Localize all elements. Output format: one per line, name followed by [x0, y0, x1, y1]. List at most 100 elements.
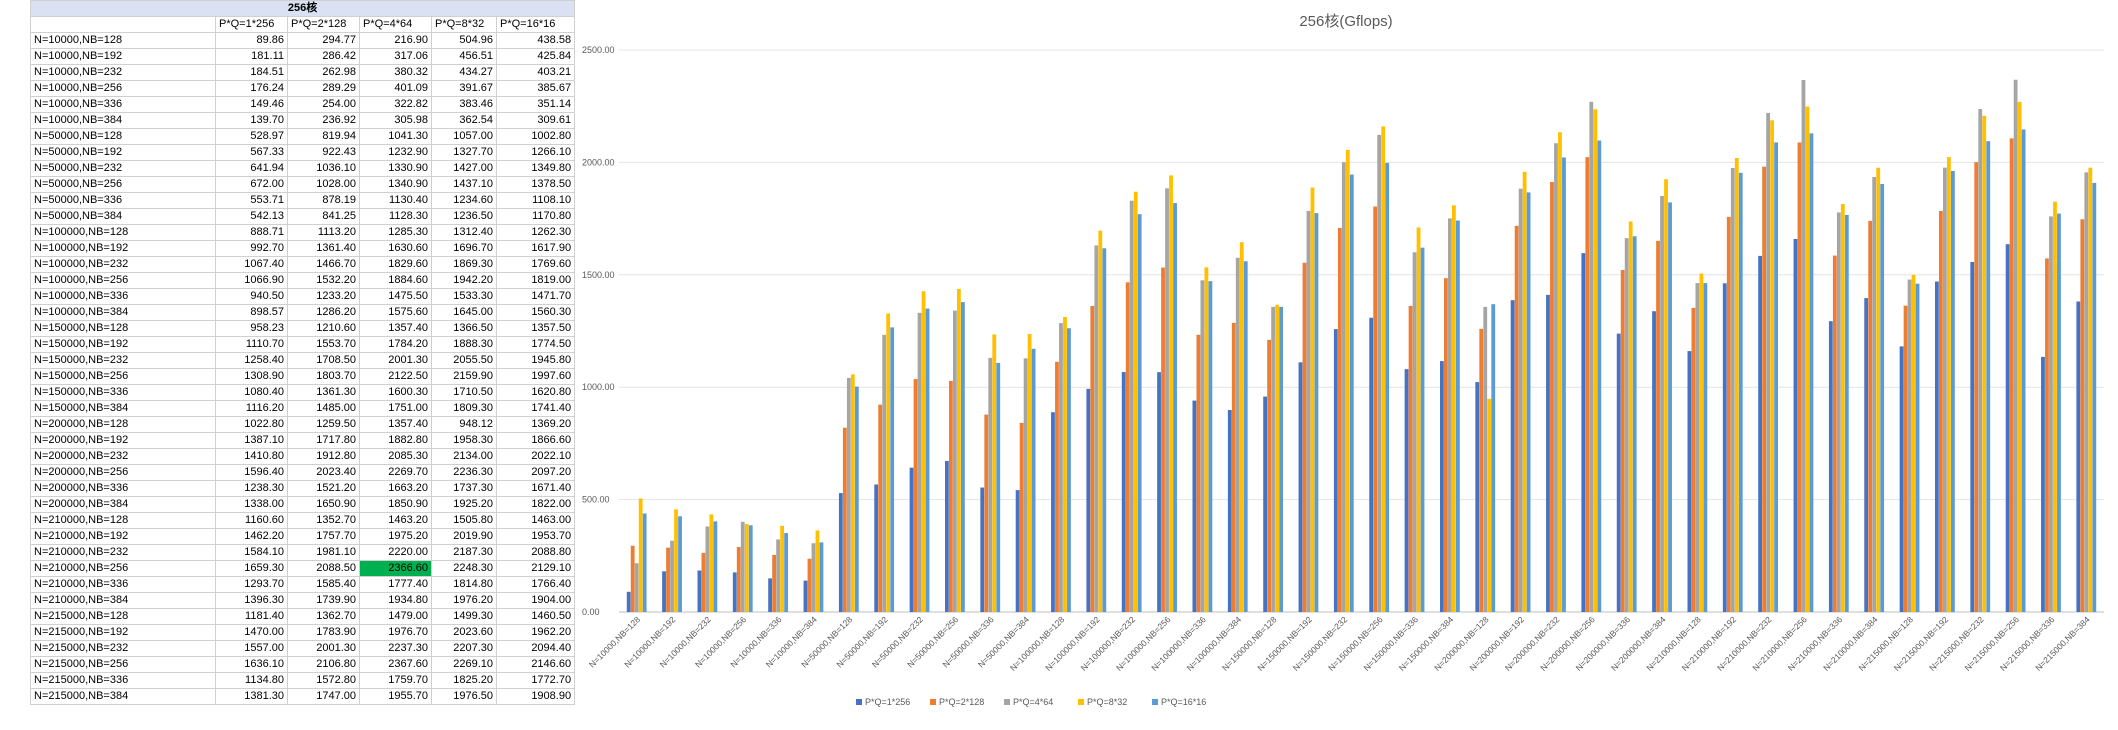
row-label: N=50000,NB=336: [30, 192, 216, 209]
bar: [1982, 115, 1987, 613]
legend: P*Q=1*256 P*Q=2*128 P*Q=4*64 P*Q=8*32 P*Q=16…: [856, 697, 1206, 707]
table-cell: 1572.80: [287, 672, 360, 689]
table-row: N=100000,NB=192 992.70 1361.40 1630.60 1696.…: [30, 240, 576, 257]
row-label: N=50000,NB=256: [30, 176, 216, 193]
bar: [1616, 333, 1621, 612]
table-cell: 1361.30: [287, 384, 360, 401]
table-cell: 2085.30: [359, 448, 432, 465]
bar: [768, 578, 773, 612]
table-cell: 2088.50: [287, 560, 360, 577]
table-cell: 1976.20: [431, 592, 497, 609]
table-cell: 922.43: [287, 144, 360, 161]
bar: [1872, 177, 1877, 612]
bar: [1664, 179, 1668, 612]
bar: [776, 539, 781, 612]
table-cell: 1575.60: [359, 304, 432, 321]
bar: [1165, 188, 1169, 612]
table-row: N=150000,NB=128 958.23 1210.60 1357.40 1366.…: [30, 320, 576, 337]
table-cell: 351.14: [495, 96, 576, 113]
bar: [1133, 191, 1138, 612]
bar: [1173, 203, 1177, 612]
bar: [1660, 195, 1664, 613]
table-cell: 1766.40: [495, 576, 576, 593]
bar: [1263, 396, 1268, 612]
table-cell: 176.24: [215, 80, 288, 97]
table-cell: 1803.70: [287, 368, 360, 385]
table-cell: 236.92: [287, 112, 360, 129]
bar: [1836, 212, 1841, 612]
table-cell: 1600.30: [359, 384, 432, 401]
column-header: P*Q=2*128: [287, 16, 360, 33]
bar: [1377, 134, 1382, 613]
bar: [1652, 311, 1656, 612]
bar: [917, 312, 922, 612]
row-label: N=215000,NB=256: [30, 656, 216, 673]
bar: [1267, 339, 1272, 612]
bar: [784, 533, 789, 612]
table-cell: 1232.90: [359, 144, 432, 161]
table-cell: 362.54: [431, 112, 497, 129]
table-cell: 89.86: [215, 32, 288, 49]
table-cell: 1717.80: [287, 432, 360, 449]
bar: [1730, 167, 1735, 613]
bars: [626, 79, 2097, 613]
data-table-body: 256核 P*Q=1*256 P*Q=2*128 P*Q=4*64 P*Q=8*…: [29, 0, 576, 705]
table-cell: 309.61: [495, 112, 576, 129]
table-cell: 1888.30: [431, 336, 497, 353]
y-tick-label: 2000.00: [582, 157, 615, 167]
bar: [838, 493, 843, 612]
table-title: 256核: [29, 0, 576, 17]
table-cell: 1976.50: [431, 688, 497, 705]
table-cell: 1645.00: [431, 304, 497, 321]
table-cell: 888.71: [215, 224, 288, 241]
bar: [2013, 79, 2018, 612]
table-cell: 1286.20: [287, 304, 360, 321]
table-cell: 672.00: [215, 176, 288, 193]
bar: [956, 288, 961, 612]
table-cell: 1285.30: [359, 224, 432, 241]
bar: [815, 530, 820, 612]
bar: [1067, 328, 1071, 612]
table-cell: 1258.40: [215, 352, 288, 369]
bar: [807, 558, 812, 612]
table-cell: 2236.30: [431, 464, 497, 481]
table-cell: 289.29: [287, 80, 360, 97]
bar: [1086, 388, 1091, 612]
table-cell: 2023.60: [431, 624, 497, 641]
bar: [1487, 398, 1492, 612]
bar: [984, 414, 989, 612]
table-cell: 1116.20: [215, 400, 288, 417]
table-cell: 1327.70: [431, 144, 497, 161]
bar: [1200, 280, 1205, 612]
bar: [1774, 142, 1779, 612]
bar: [890, 327, 895, 612]
row-label: N=200000,NB=336: [30, 480, 216, 497]
table-row: N=50000,NB=128 528.97 819.94 1041.30 1057.00…: [30, 128, 576, 145]
table-cell: 1747.00: [287, 688, 360, 705]
table-cell: 1784.20: [359, 336, 432, 353]
table-cell: 1210.60: [287, 320, 360, 337]
data-table: 256核 P*Q=1*256 P*Q=2*128 P*Q=4*64 P*Q=8*…: [29, 0, 576, 705]
table-cell: 2248.30: [431, 560, 497, 577]
bar: [1911, 274, 1916, 612]
bar: [2084, 172, 2089, 613]
bar: [2009, 138, 2014, 612]
table-cell: 1475.50: [359, 288, 432, 305]
table-row: N=215000,NB=336 1134.80 1572.80 1759.70 1825…: [30, 672, 576, 689]
bar: [1023, 358, 1028, 612]
table-row: N=150000,NB=384 1116.20 1485.00 1751.00 1809…: [30, 400, 576, 417]
bar: [1522, 171, 1527, 612]
bar-chart: 256核(Gflops) 0.00 500.00 1000.00 1500.00 200…: [582, 13, 2104, 707]
bar: [925, 308, 930, 612]
bar: [1703, 283, 1708, 612]
bar: [1455, 220, 1460, 612]
table-cell: 1396.30: [215, 592, 288, 609]
bar: [913, 379, 918, 612]
bar: [1546, 294, 1550, 612]
table-cell: 504.96: [431, 32, 497, 49]
bar: [2088, 167, 2093, 612]
table-cell: 1783.90: [287, 624, 360, 641]
table-cell: 1362.70: [287, 608, 360, 625]
bar: [1970, 261, 1975, 612]
table-cell: 528.97: [215, 128, 288, 145]
